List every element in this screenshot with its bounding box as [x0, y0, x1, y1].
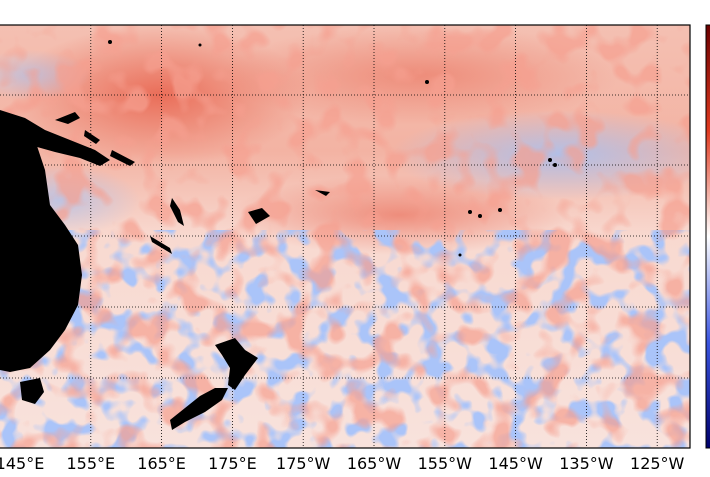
- longitude-label: 155°W: [418, 454, 473, 473]
- longitude-label: 145°W: [488, 454, 543, 473]
- longitude-label: 165°E: [137, 454, 186, 473]
- map-frame: [0, 24, 691, 449]
- longitude-labels: 145°E 155°E 165°E 175°E 175°W 165°W 155°W 145°W…: [0, 454, 685, 473]
- longitude-label: 165°W: [347, 454, 402, 473]
- longitude-label: 125°W: [630, 454, 685, 473]
- graticule: [0, 25, 690, 448]
- land: [0, 40, 557, 430]
- longitude-label: 135°W: [559, 454, 614, 473]
- longitude-label: 175°W: [276, 454, 331, 473]
- colorbar: [705, 24, 710, 449]
- longitude-label: 145°E: [0, 454, 44, 473]
- anomaly-field: [0, 25, 690, 448]
- longitude-label: 155°E: [66, 454, 115, 473]
- longitude-label: 175°E: [208, 454, 257, 473]
